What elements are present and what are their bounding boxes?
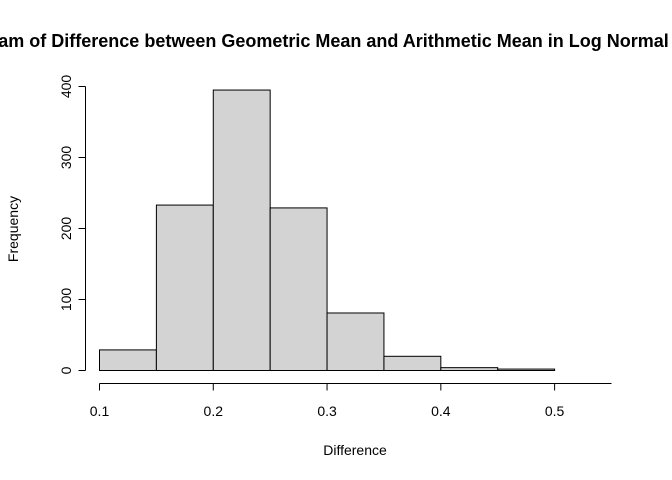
histogram-bars [99, 89, 556, 372]
histogram-bar-8 [497, 368, 556, 371]
histogram-bar-6 [383, 355, 442, 371]
histogram-bar-4 [269, 207, 328, 371]
x-tick-label: 0.5 [545, 403, 565, 419]
x-tick-label: 0.3 [317, 403, 337, 419]
histogram-bar-5 [326, 312, 385, 371]
y-tick-label: 100 [58, 288, 74, 312]
x-axis-label: Difference [323, 442, 387, 458]
x-tick-label: 0.1 [90, 403, 110, 419]
histogram-bar-7 [440, 367, 499, 372]
histogram-bar-2 [155, 204, 214, 371]
histogram-bar-1 [99, 349, 157, 372]
histogram-bar-3 [212, 89, 271, 372]
y-tick-label: 400 [58, 75, 74, 99]
x-axis: 0.1 0.2 0.3 0.4 0.5 [90, 383, 612, 419]
x-tick-label: 0.2 [204, 403, 224, 419]
y-axis-label: Frequency [5, 196, 21, 262]
y-tick-label: 0 [58, 366, 74, 374]
y-tick-label: 200 [58, 217, 74, 241]
y-tick-label: 300 [58, 146, 74, 170]
x-tick-label: 0.4 [431, 403, 451, 419]
chart-title: Histogram of Difference between Geometri… [0, 31, 672, 51]
y-axis: 0 100 200 300 400 [58, 75, 86, 374]
